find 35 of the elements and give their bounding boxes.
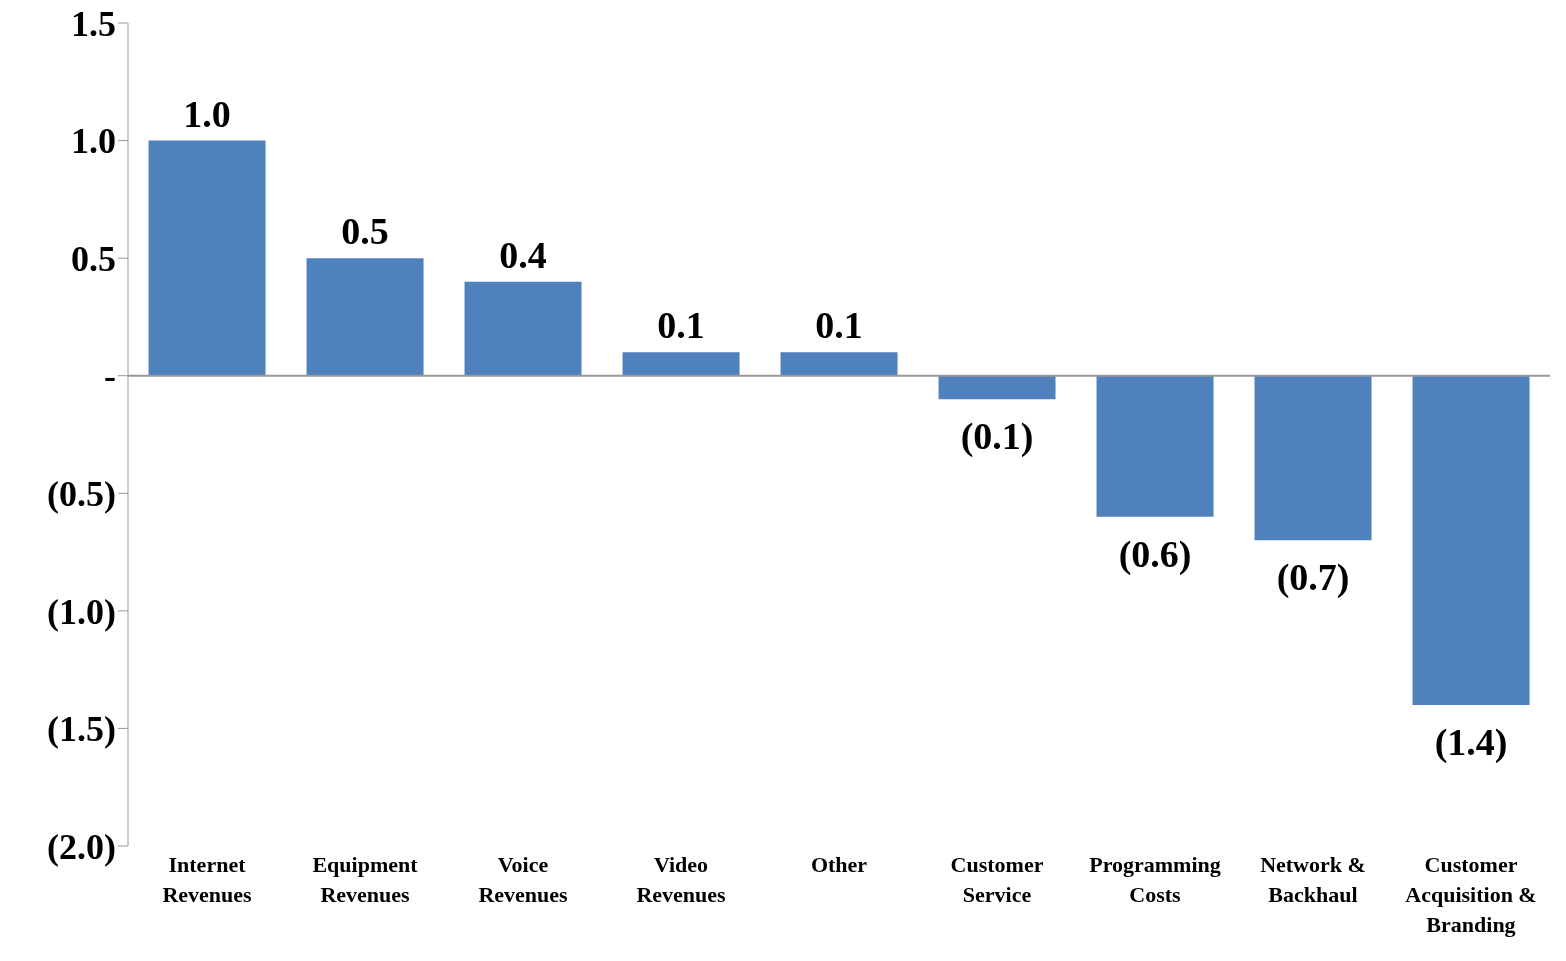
data-label: (0.6) [1118,532,1192,576]
data-label: 0.5 [341,210,389,253]
bar [1096,375,1214,517]
x-tick-label: Customer Acquisition & Branding [1405,852,1537,937]
y-tick-label: (1.0) [47,591,116,632]
bar [780,352,898,376]
data-label: (0.1) [960,415,1034,459]
y-tick-label: (1.5) [47,709,116,750]
y-tick-label: 1.5 [71,3,116,44]
y-tick-label: 1.0 [71,121,116,162]
bar [148,140,266,376]
y-tick-label: (2.0) [47,826,116,867]
x-tick-label: Programming Costs [1089,852,1221,907]
bar [464,281,582,376]
data-label: (0.7) [1276,556,1350,600]
bar [1412,375,1530,705]
data-label: 0.1 [657,304,705,347]
bar [1254,375,1372,541]
y-tick-label: (0.5) [47,474,116,515]
y-tick-label: 0.5 [71,238,116,279]
x-tick-label: Video Revenues [636,852,727,907]
bar [306,258,424,376]
data-label: (1.4) [1434,720,1508,764]
bar [622,352,740,376]
data-label: 1.0 [183,92,231,135]
x-tick-label: Internet Revenues [162,852,253,907]
data-label: 0.4 [499,233,547,276]
x-tick-label: Equipment Revenues [312,852,419,907]
data-label: 0.1 [815,304,863,347]
x-tick-label: Customer Service [950,852,1044,907]
x-tick-label: Voice Revenues [478,852,569,907]
x-tick-label: Network & Backhaul [1260,852,1366,907]
x-tick-label: Other [810,852,868,877]
y-tick-label: - [104,356,116,397]
bar [938,375,1056,400]
